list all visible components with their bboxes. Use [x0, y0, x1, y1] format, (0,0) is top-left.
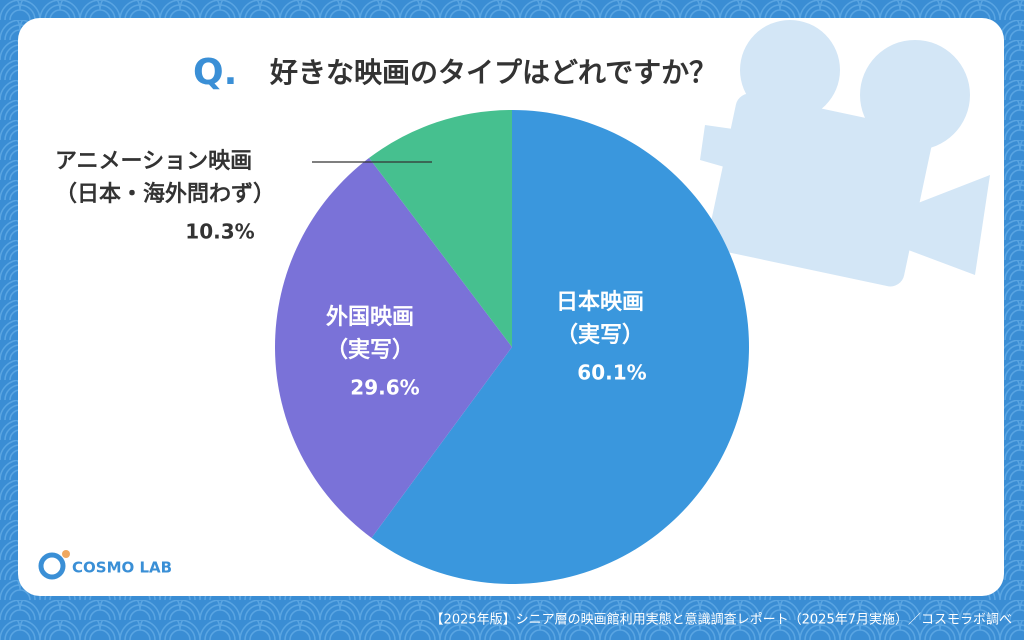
value-label: 10.3% [185, 220, 254, 244]
slice-label-line: （日本・海外問わず） [55, 181, 275, 207]
logo: COSMO LAB [38, 550, 172, 580]
slice-label-line: 日本映画 [556, 290, 644, 315]
slice-label: 外国映画 （実写） [326, 304, 414, 363]
chart-title: 好きな映画のタイプはどれですか？ [269, 56, 717, 89]
slice-label-line: 外国映画 [326, 304, 414, 330]
brand: COSMO LAB [72, 559, 172, 577]
footer: 【2025年版】シニア層の映画館利用実態と意識調査レポート（2025年7月実施）… [431, 612, 1012, 628]
camera-icon [700, 20, 990, 287]
value-label: 60.1% [577, 361, 646, 385]
slice-label: 日本映画 （実写） [556, 290, 644, 348]
value-label: 29.6% [350, 376, 419, 400]
slice-label-line: （実写） [556, 322, 644, 348]
title-prefix: Q. [193, 52, 237, 93]
slice-label: アニメーション映画 （日本・海外問わず） [55, 149, 275, 207]
pie-slice [369, 110, 512, 347]
slice-label-line: アニメーション映画 [55, 149, 252, 174]
slice-label-line: （実写） [326, 337, 414, 363]
pie-slice [371, 110, 749, 584]
pie-slice [275, 157, 512, 538]
